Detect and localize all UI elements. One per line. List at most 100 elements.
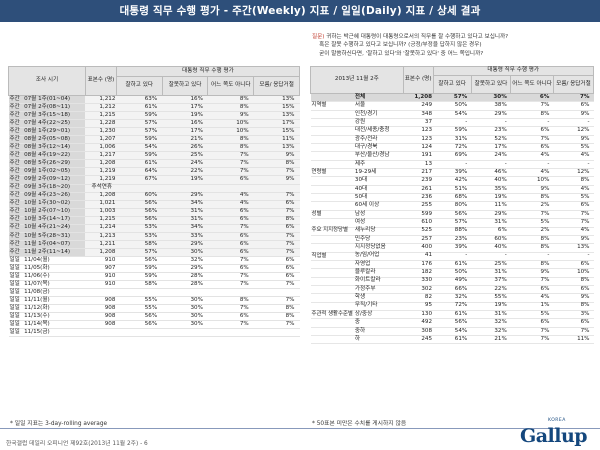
row-neutral: 6% — [207, 312, 254, 322]
row-dk: 8% — [553, 277, 594, 286]
row-sample: 261 — [403, 185, 434, 195]
row-label: 제주 — [353, 160, 404, 170]
row-dk: 5% — [553, 193, 594, 203]
table-row: 일일 11/05(화) 907 59% 29% 6% 6% — [8, 264, 300, 274]
table-row: 주간 08월 4주(19~22) 1,217 59% 25% 7% 9% — [8, 151, 300, 161]
row-label: 전체 — [353, 93, 404, 103]
row-sample: 1,208 — [85, 248, 117, 257]
row-dk: 6% — [253, 200, 300, 209]
table-row: 주간 09월 4주(23~26) 1,208 60% 29% 4% 7% — [8, 192, 300, 201]
row-group — [310, 143, 354, 153]
row-neutral: 7% — [207, 167, 254, 177]
row-neutral: 7% — [207, 280, 254, 290]
row-group: 주요 지지정당별 — [310, 226, 354, 236]
row-group — [310, 160, 354, 170]
row-good: 88% — [433, 226, 472, 236]
row-dk: 8% — [553, 302, 594, 311]
row-good: 57% — [116, 119, 163, 129]
row-period: 11월 1주(04~07) — [23, 240, 86, 249]
row-label: 가정주부 — [353, 285, 404, 295]
row-neutral: 9% — [510, 268, 554, 278]
row-group: 직업별 — [310, 251, 354, 261]
row-sample: 908 — [85, 304, 117, 314]
row-sample: 910 — [85, 255, 117, 265]
row-bad: 31% — [471, 218, 511, 228]
row-sample: 176 — [403, 260, 434, 270]
row-group — [310, 327, 354, 336]
row-neutral: 6% — [207, 248, 254, 257]
row-sample: 236 — [403, 193, 434, 203]
table-row: 일일 11/13(수) 908 56% 30% 6% 8% — [8, 312, 300, 322]
row-sample: 1,211 — [85, 240, 117, 249]
row-sample: 302 — [403, 285, 434, 295]
row-sample — [85, 288, 117, 298]
row-good: 66% — [433, 285, 472, 295]
row-sample: 182 — [403, 268, 434, 278]
row-bad — [162, 328, 208, 338]
row-bad: 25% — [471, 260, 511, 270]
row-neutral: - — [510, 118, 554, 128]
header-sample: 표본수 (명) — [84, 66, 117, 96]
table-row: 화이트칼라 330 49% 37% 7% 8% — [310, 277, 594, 286]
row-bad: 29% — [471, 209, 511, 220]
row-good: 56% — [116, 312, 163, 322]
row-good: 59% — [116, 272, 163, 282]
row-dk: 6% — [553, 201, 594, 211]
row-neutral: 8% — [510, 193, 554, 203]
table-row: 가정주부 302 66% 22% 6% 6% — [310, 285, 594, 295]
row-type: 일일 — [8, 312, 24, 322]
row-bad: 32% — [471, 327, 511, 336]
table-row: 민주당 257 23% 60% 8% 9% — [310, 235, 594, 245]
row-bad: 23% — [471, 126, 511, 136]
row-good: 50% — [433, 268, 472, 278]
row-bad — [162, 184, 208, 193]
row-neutral: 7% — [207, 255, 254, 265]
row-type: 주간 — [8, 192, 24, 201]
left-footnote: * 일일 지표는 3-day-rolling average — [10, 421, 108, 427]
row-label: 19-29세 — [353, 168, 404, 178]
row-period: 11/07(목) — [23, 280, 86, 290]
row-period: 11/12(화) — [23, 304, 86, 314]
row-good: 61% — [116, 103, 163, 113]
row-neutral: 7% — [207, 224, 254, 233]
row-neutral: 7% — [510, 209, 554, 220]
table-row: 부산/울산/경남 191 69% 24% 4% 4% — [310, 151, 594, 161]
row-good: 60% — [116, 192, 163, 201]
row-period: 11/14(목) — [23, 320, 86, 330]
row-dk: 13% — [553, 243, 594, 253]
row-neutral: 6% — [207, 232, 254, 241]
row-sample: 1,219 — [85, 175, 117, 185]
row-bad: 19% — [162, 175, 208, 185]
row-sample: 1,228 — [85, 119, 117, 129]
row-good: 49% — [433, 277, 472, 286]
header-detail-neutral: 어느 쪽도 아니다 — [510, 75, 554, 94]
row-neutral: 7% — [510, 335, 554, 345]
row-group — [310, 260, 354, 270]
row-group — [310, 135, 354, 145]
row-period: 11/15(금) — [23, 328, 86, 338]
table-row: 일일 11/15(금) — [8, 328, 300, 338]
row-good: 54% — [433, 110, 472, 120]
row-good: 67% — [116, 175, 163, 185]
row-bad: 40% — [471, 243, 511, 253]
row-sample: 910 — [85, 280, 117, 290]
row-good: 61% — [433, 335, 472, 345]
row-neutral: 8% — [207, 296, 254, 306]
table-row: 주간 10월 2주(07~10) 1,003 56% 31% 6% 7% — [8, 208, 300, 217]
row-good: 58% — [116, 280, 163, 290]
row-sample: 1,208 — [85, 192, 117, 201]
table-row: 주간 08월 3주(12~14) 1,006 54% 26% 8% 13% — [8, 143, 300, 153]
row-good: - — [433, 160, 472, 170]
row-neutral: 4% — [510, 168, 554, 178]
row-neutral: 1% — [510, 302, 554, 311]
row-bad: 11% — [471, 201, 511, 211]
row-dk: 8% — [253, 312, 300, 322]
row-good: 32% — [433, 293, 472, 303]
row-bad: 22% — [471, 285, 511, 295]
table-row: 강원 37- - - - — [310, 118, 594, 128]
row-bad: 29% — [471, 110, 511, 120]
row-dk: 13% — [253, 111, 300, 121]
row-sample: 1,006 — [85, 143, 117, 153]
row-type: 주간 — [8, 167, 24, 177]
row-dk: 5% — [553, 143, 594, 153]
